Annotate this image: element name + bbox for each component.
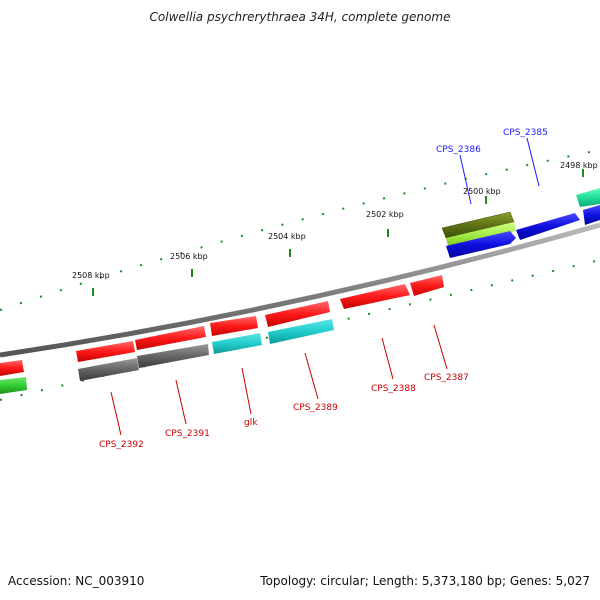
accession-info: Accession: NC_003910 [8,574,144,588]
gene-teal-edge[interactable] [576,188,600,207]
gene-cps2391-gray[interactable] [137,344,209,368]
gene-cps2392-red[interactable] [76,341,135,362]
ruler-label: 2508 kbp [72,271,110,280]
genes-label: Genes: [509,574,552,588]
gene-blue-edge[interactable] [583,205,600,225]
gene-cps2388[interactable] [340,284,410,309]
gene-label[interactable]: CPS_2392 [99,440,144,450]
gene-label[interactable]: CPS_2386 [436,145,481,155]
length-label: Length: [372,574,419,588]
gene-glk-red[interactable] [210,316,258,336]
gene-cps2392-gray[interactable] [78,358,139,381]
gene-cps2389-cyan[interactable] [268,319,334,344]
ruler-label: 2506 kbp [170,252,208,261]
gene-cps2386-lower[interactable] [446,222,516,246]
ruler-label: 2498 kbp [560,161,598,170]
gene-label[interactable]: CPS_2385 [503,128,548,138]
ruler-labels: 2498 kbp 2500 kbp 2502 kbp 2504 kbp 2506… [72,161,598,280]
forward-leaders [459,137,540,205]
ruler-label: 2504 kbp [268,232,306,241]
reverse-leaders [110,324,448,436]
ruler-label: 2502 kbp [366,210,404,219]
accession-label: Accession: [8,574,72,588]
gene-label[interactable]: CPS_2387 [424,373,469,383]
gene-red-edge[interactable] [0,360,24,376]
gene-cps2387[interactable] [410,275,444,296]
forward-strand-genes [441,188,600,258]
gene-green-edge[interactable] [0,377,27,394]
gene-label[interactable]: CPS_2388 [371,384,416,394]
gene-label[interactable]: CPS_2391 [165,429,210,439]
reverse-strand-genes [0,275,444,394]
length-value: 5,373,180 bp [421,574,502,588]
gene-label[interactable]: CPS_2389 [293,403,338,413]
gene-blue-1[interactable] [446,231,516,258]
gene-cps2389-red[interactable] [265,301,330,327]
map-title: Colwellia psychrerythraea 34H, complete … [149,10,451,24]
accession-value: NC_003910 [75,574,145,588]
forward-gene-labels: CPS_2385 CPS_2386 [436,128,548,155]
gene-cps2385[interactable] [516,213,580,240]
major-ticks [92,169,584,296]
gene-glk-cyan[interactable] [212,333,262,354]
genes-value: 5,027 [555,574,590,588]
topology-label: Topology: [260,574,317,588]
chromosome-backbone [0,222,600,358]
topology-value: circular [320,574,365,588]
reverse-gene-labels: CPS_2387 CPS_2388 CPS_2389 glk CPS_2391 … [99,373,469,450]
ruler-label: 2500 kbp [463,187,501,196]
genome-stats: Topology: circular; Length: 5,373,180 bp… [260,574,590,588]
gene-cps2391-red[interactable] [135,326,206,350]
gene-label[interactable]: glk [244,418,258,428]
